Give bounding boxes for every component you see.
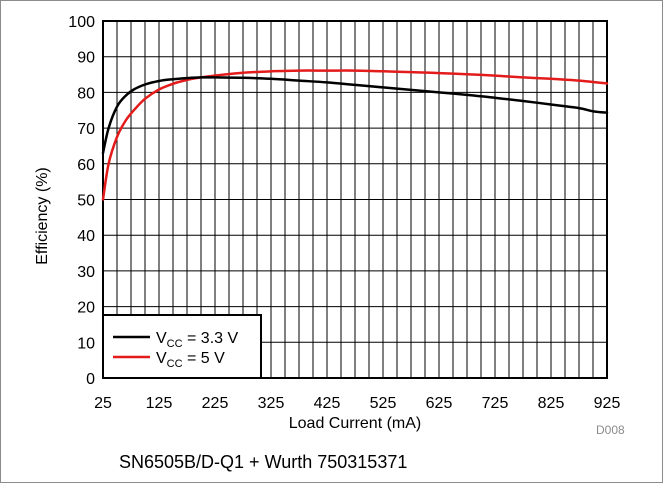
x-tick-label: 825 — [538, 395, 565, 412]
y-tick-labels: 0 10 20 30 40 50 60 70 80 90 100 — [68, 14, 95, 388]
x-tick-label: 725 — [482, 395, 509, 412]
y-tick-label: 60 — [77, 157, 95, 174]
y-tick-label: 10 — [77, 335, 95, 352]
y-tick-label: 90 — [77, 50, 95, 67]
legend-box — [102, 314, 262, 379]
series-line-vcc-5v — [101, 69, 609, 201]
figure-id: D008 — [596, 423, 625, 437]
y-tick-label: 50 — [77, 193, 95, 210]
x-tick-label: 425 — [314, 395, 341, 412]
x-tick-label: 925 — [594, 395, 621, 412]
x-tick-label: 625 — [426, 395, 453, 412]
y-axis-label: Efficiency (%) — [34, 167, 51, 265]
y-tick-label: 70 — [77, 121, 95, 138]
x-tick-label: 225 — [202, 395, 229, 412]
x-tick-label: 125 — [146, 395, 173, 412]
series-lines — [101, 69, 609, 201]
y-tick-label: 40 — [77, 228, 95, 245]
y-tick-label: 20 — [77, 300, 95, 317]
x-tick-labels: 25 125 225 325 425 525 625 725 825 925 — [94, 395, 620, 412]
series-line-vcc-3v3 — [101, 76, 609, 155]
efficiency-chart: 0 10 20 30 40 50 60 70 80 90 100 25 125 225 325 425 525… — [34, 14, 620, 432]
legend-label: VCC = 3.3 V — [156, 330, 238, 350]
x-tick-label: 325 — [258, 395, 285, 412]
legend-label: VCC = 5 V — [156, 350, 225, 370]
y-tick-label: 80 — [77, 85, 95, 102]
y-tick-label: 0 — [86, 371, 95, 388]
y-tick-label: 30 — [77, 264, 95, 281]
figure-caption: SN6505B/D-Q1 + Wurth 750315371 — [119, 452, 408, 472]
x-tick-label: 25 — [94, 395, 112, 412]
x-tick-label: 525 — [370, 395, 397, 412]
x-axis-label: Load Current (mA) — [289, 415, 422, 432]
y-tick-label: 100 — [68, 14, 95, 31]
